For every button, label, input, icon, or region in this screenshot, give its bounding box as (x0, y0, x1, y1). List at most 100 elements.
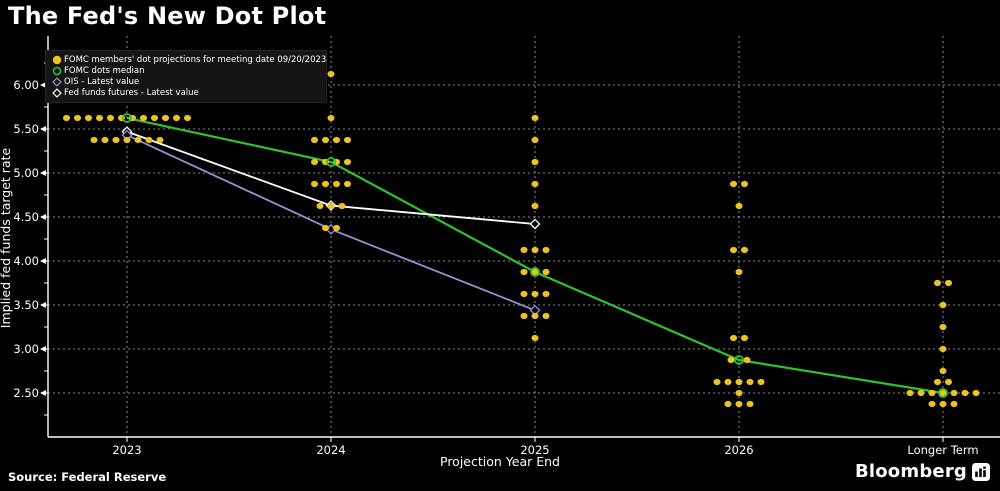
y-tick-arrow (40, 346, 46, 352)
chart-title: The Fed's New Dot Plot (8, 2, 327, 30)
fomc-dot (112, 136, 120, 144)
fomc-dot (316, 202, 324, 210)
fomc-dot (173, 114, 180, 122)
fomc-dot (101, 136, 109, 144)
fomc-dot (950, 400, 958, 408)
series-marker-diamond (529, 304, 541, 316)
fomc-dot (322, 224, 329, 232)
fomc-dot (939, 367, 947, 375)
fomc-dot (928, 400, 936, 408)
fomc-dot (972, 389, 980, 397)
fomc-dot (531, 114, 539, 122)
fomc-dot (531, 202, 539, 210)
fomc-dot (735, 202, 743, 210)
y-tick-arrow (40, 258, 46, 264)
fomc-dot (542, 312, 550, 320)
fomc-dot (184, 114, 191, 122)
fomc-dot (520, 268, 528, 276)
bloomberg-wordmark: Bloomberg (854, 461, 967, 482)
circle-open-icon (52, 66, 64, 76)
fomc-dot (344, 180, 351, 188)
y-tick-label: 2.50 (13, 386, 39, 400)
fomc-dot (741, 180, 748, 188)
y-tick-arrow (40, 82, 46, 88)
diamond-open-icon (52, 76, 64, 87)
fomc-dot (939, 323, 947, 331)
fomc-dot (311, 158, 318, 166)
fomc-dot (746, 378, 754, 386)
fomc-dot (724, 400, 732, 408)
fomc-dot (74, 114, 81, 122)
median-marker (530, 267, 540, 277)
fomc-dot (96, 114, 103, 122)
y-tick-arrow (40, 390, 46, 396)
y-tick-label: 3.00 (13, 342, 39, 356)
fomc-dot (123, 136, 131, 144)
fomc-dot (344, 136, 351, 144)
fomc-dot (735, 268, 743, 276)
dot-filled-icon (52, 55, 64, 65)
x-tick-label: 2023 (112, 443, 141, 457)
legend-item: Fed funds futures - Latest value (52, 87, 320, 98)
fomc-dot (928, 389, 936, 397)
x-tick-label: 2025 (520, 443, 549, 457)
fomc-dot (531, 312, 539, 320)
fomc-dot (520, 246, 528, 254)
x-axis-title: Projection Year End (440, 454, 560, 469)
fomc-dot (333, 224, 340, 232)
y-tick-label: 3.50 (13, 298, 39, 312)
fomc-dot (156, 136, 164, 144)
y-tick-label: 5.50 (13, 122, 39, 136)
source-note: Source: Federal Reserve (8, 470, 167, 484)
median-marker (734, 355, 744, 365)
fomc-dot (333, 136, 340, 144)
fomc-dot (950, 389, 958, 397)
diamond-open-icon (52, 87, 64, 98)
fomc-dot (311, 180, 318, 188)
fomc-dot (531, 180, 539, 188)
fomc-dot (735, 389, 743, 397)
median-marker (938, 388, 948, 398)
fomc-dot (338, 202, 346, 210)
fomc-dot (531, 158, 539, 166)
fomc-dot (741, 246, 748, 254)
fomc-dot (322, 136, 329, 144)
fomc-dot (531, 268, 539, 276)
fomc-dot (945, 378, 952, 386)
fomc-dot (531, 334, 539, 342)
fomc-dot (531, 246, 539, 254)
fomc-dot (917, 389, 925, 397)
fomc-dot (322, 180, 329, 188)
fomc-dot (134, 136, 142, 144)
fomc-dot (743, 356, 751, 364)
fomc-dot (934, 378, 941, 386)
y-axis-title: Implied fed funds target rate (0, 148, 13, 329)
fomc-dot (724, 378, 732, 386)
fomc-dot (145, 136, 153, 144)
fomc-dot (730, 334, 737, 342)
fomc-dot (961, 389, 969, 397)
legend-item: FOMC dots median (52, 65, 320, 76)
fomc-dot (90, 136, 98, 144)
fomc-dot (939, 345, 947, 353)
legend-label: OIS - Latest value (64, 76, 140, 87)
y-tick-label: 6.00 (13, 78, 39, 92)
fomc-dot (162, 114, 169, 122)
fomc-dot (344, 158, 351, 166)
fomc-dot (85, 114, 92, 122)
x-tick-label: 2026 (724, 443, 753, 457)
fomc-dot (520, 290, 528, 298)
chart-legend: FOMC members' dot projections for meetin… (45, 50, 327, 103)
fomc-dot (939, 301, 947, 309)
y-tick-label: 4.50 (13, 210, 39, 224)
fomc-dot (735, 400, 743, 408)
legend-item: OIS - Latest value (52, 76, 320, 87)
y-tick-arrow (40, 214, 46, 220)
x-tick-label: Longer Term (907, 443, 978, 457)
fomc-dot (945, 279, 952, 287)
bloomberg-brand: Bloomberg (855, 461, 990, 482)
legend-label: FOMC members' dot projections for meetin… (64, 54, 327, 65)
legend-label: Fed funds futures - Latest value (64, 87, 199, 98)
fomc-dot (730, 180, 737, 188)
series-marker-diamond (121, 129, 133, 141)
